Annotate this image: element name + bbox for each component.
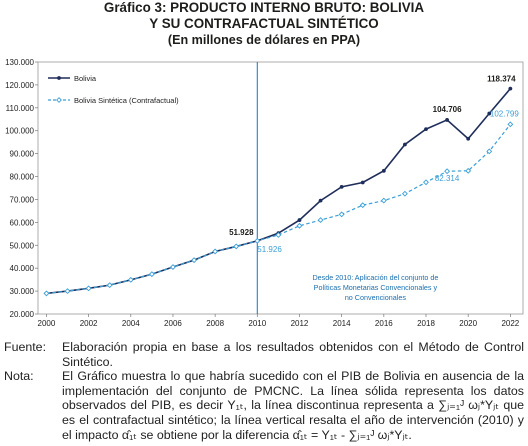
y-tick-label: 60.000 (10, 218, 35, 227)
y-tick-label: 50.000 (10, 241, 35, 250)
y-tick-label: 90.000 (10, 150, 35, 159)
data-label: 82.314 (435, 174, 460, 183)
chart-axes: 20.000 30.000 40.000 50.000 60.000 70.000 80.0… (5, 58, 524, 327)
counterfactual-point (423, 179, 429, 186)
chart-series (43, 86, 514, 297)
bolivia-point (466, 136, 471, 141)
x-tick-label: 2006 (164, 319, 182, 327)
chart-title-line2: Y SU CONTRAFACTUAL SINTÉTICO (149, 16, 379, 31)
bolivia-point (381, 168, 386, 173)
plot-frame (37, 61, 524, 315)
counterfactual-point (296, 222, 303, 229)
counterfactual-point (106, 282, 113, 289)
legend-entry: Bolivia Sintética (Contrafactual) (74, 96, 179, 105)
y-tick-label: 120.000 (5, 81, 34, 90)
counterfactual-point (338, 211, 345, 218)
note-label: Nota: (4, 369, 34, 384)
counterfactual-point (254, 237, 261, 244)
bolivia-point (445, 118, 449, 122)
counterfactual-point (170, 264, 176, 270)
counterfactual-point (317, 217, 324, 224)
annotation-line: Políticas Monetarias Convencionales y (314, 283, 438, 292)
explanation-note: Nota: El Gráfico muestra lo que habría s… (4, 369, 524, 442)
y-tick-label: 40.000 (10, 264, 35, 273)
counterfactual-point (359, 202, 366, 209)
bolivia-point (403, 142, 407, 147)
bolivia-point (508, 86, 513, 91)
counterfactual-point (233, 243, 240, 250)
bolivia-point (487, 111, 492, 116)
data-label: 102.799 (490, 109, 519, 118)
note-text: El Gráfico muestra lo que habría sucedid… (62, 369, 524, 442)
y-tick-label: 110.000 (6, 104, 35, 113)
counterfactual-point (275, 232, 282, 238)
chart-title: Gráfico 3: PRODUCTO INTERNO BRUTO: BOLIV… (103, 0, 425, 15)
legend-entry: Bolivia (74, 74, 97, 83)
counterfactual-point (127, 276, 134, 283)
data-label: 51.926 (257, 245, 282, 254)
notes-section: Fuente: Elaboración propia en base a los… (4, 340, 524, 442)
line-chart: 20.000 30.000 40.000 50.000 60.000 70.000 80.0… (5, 58, 524, 327)
intervention-annotation: Desde 2010: Aplicación del conjunto dePo… (312, 273, 438, 302)
y-tick-label: 100.000 (5, 127, 34, 136)
x-tick-label: 2012 (291, 319, 309, 327)
source-note: Fuente: Elaboración propia en base a los… (4, 340, 524, 369)
data-label: 51.928 (229, 228, 254, 237)
bolivia-point (318, 198, 323, 203)
y-tick-label: 80.000 (10, 173, 35, 182)
y-tick-label: 70.000 (10, 195, 35, 204)
x-tick-label: 2020 (459, 319, 477, 327)
legend-counterfactual-marker (56, 97, 62, 103)
x-tick-label: 2014 (333, 319, 351, 327)
x-tick-label: 2016 (375, 319, 393, 327)
bolivia-point (297, 218, 302, 222)
counterfactual-point (444, 168, 451, 175)
chart-subtitle: (En millones de dólares en PPA) (167, 33, 361, 47)
data-label: 104.706 (433, 105, 462, 114)
data-label: 118.374 (487, 75, 516, 84)
x-tick-label: 2008 (206, 319, 224, 327)
source-text: Elaboración propia en base a los resulta… (62, 340, 524, 369)
counterfactual-point (380, 197, 387, 204)
counterfactual-point (191, 257, 197, 264)
x-tick-label: 2010 (248, 319, 266, 327)
chart-title-block: Gráfico 3: PRODUCTO INTERNO BRUTO: BOLIV… (0, 0, 528, 48)
counterfactual-line (46, 123, 511, 294)
counterfactual-point (148, 271, 155, 278)
bolivia-point (424, 127, 428, 132)
counterfactual-point (64, 288, 71, 295)
y-tick-label: 20.000 (10, 310, 35, 319)
y-tick-label: 130.000 (5, 58, 34, 67)
x-tick-label: 2022 (501, 319, 519, 327)
legend-bolivia-marker (57, 76, 61, 80)
counterfactual-point (486, 148, 493, 155)
x-tick-label: 2018 (417, 319, 435, 327)
source-label: Fuente: (4, 340, 47, 354)
counterfactual-point (465, 167, 472, 174)
counterfactual-point (401, 190, 408, 197)
x-tick-label: 2000 (38, 319, 56, 327)
annotation-line: Desde 2010: Aplicación del conjunto de (312, 273, 438, 282)
counterfactual-point (507, 121, 514, 128)
annotation-line: no Convencionales (345, 293, 407, 302)
x-tick-label: 2002 (80, 319, 98, 327)
chart-legend: Bolivia Bolivia Sintética (Contrafactual) (48, 74, 179, 105)
counterfactual-point (43, 290, 50, 297)
counterfactual-point (212, 248, 219, 255)
bolivia-point (339, 184, 344, 189)
bolivia-line (46, 88, 511, 295)
bolivia-point (360, 180, 365, 185)
counterfactual-point (85, 285, 92, 292)
x-tick-label: 2004 (122, 319, 140, 327)
y-tick-label: 30.000 (10, 287, 35, 296)
